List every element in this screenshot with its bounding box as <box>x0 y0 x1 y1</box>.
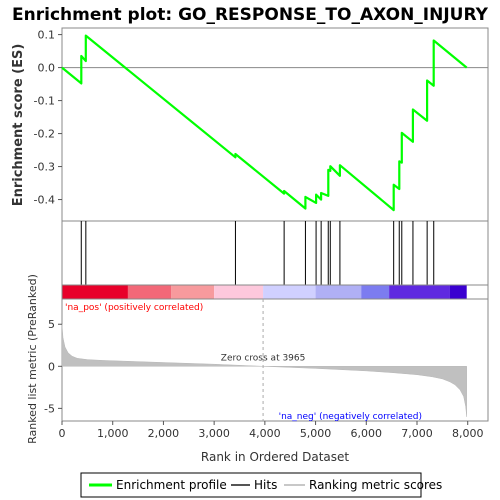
legend: Enrichment profile Hits Ranking metric s… <box>80 472 442 498</box>
x-tick-label: 5,000 <box>300 427 332 440</box>
heat-bar-segment <box>127 285 172 299</box>
x-tick-label: 4,000 <box>249 427 281 440</box>
es-y-tick-label: 0.0 <box>38 62 56 75</box>
es-y-tick-label: 0.1 <box>38 29 56 42</box>
heat-bar-segment <box>449 285 467 299</box>
ranked-y-tick-label: 0 <box>48 360 55 373</box>
es-y-axis-label: Enrichment score (ES) <box>11 44 26 207</box>
heat-bar-segment <box>62 285 128 299</box>
legend-enrichment-label: Enrichment profile <box>116 478 227 492</box>
ranked-list-panel: Zero cross at 3965 'na_pos' (positively … <box>26 274 489 444</box>
x-axis: 0 1,000 2,000 3,000 4,000 5,000 6,000 7,000 8,00… <box>59 421 484 440</box>
es-y-tick-label: -0.2 <box>34 128 55 141</box>
x-tick-label: 7,000 <box>401 427 433 440</box>
ranked-panel-frame <box>61 298 489 422</box>
es-panel-frame <box>61 27 489 222</box>
ranked-y-tick-label: 5 <box>48 318 55 331</box>
enrichment-profile-line <box>61 34 468 212</box>
zero-cross-label: Zero cross at 3965 <box>221 353 306 363</box>
x-tick-label: 3,000 <box>198 427 230 440</box>
chart-title: Enrichment plot: GO_RESPONSE_TO_AXON_INJ… <box>12 5 489 25</box>
hits-panel-frame <box>61 220 489 286</box>
x-tick-label: 0 <box>59 427 66 440</box>
hits-panel <box>61 220 489 286</box>
heat-bar-segment <box>389 285 450 299</box>
legend-metric-label: Ranking metric scores <box>309 478 442 492</box>
es-y-tick-label: -0.3 <box>34 161 55 174</box>
heat-bar-segment <box>263 285 316 299</box>
heat-bar-segment <box>214 285 264 299</box>
legend-hits-label: Hits <box>254 478 277 492</box>
ranking-heat-bar <box>61 284 489 300</box>
es-y-tick-label: -0.4 <box>34 194 55 207</box>
es-panel: 0.1 0.0 -0.1 -0.2 -0.3 -0.4 Enrichment score … <box>11 27 489 222</box>
x-tick-label: 1,000 <box>97 427 129 440</box>
x-tick-label: 6,000 <box>351 427 383 440</box>
ranked-y-tick-label: -5 <box>44 402 55 415</box>
heat-bar-segment <box>171 285 215 299</box>
x-tick-label: 2,000 <box>148 427 180 440</box>
ranking-metric-area <box>61 324 467 417</box>
positive-correlation-label: 'na_pos' (positively correlated) <box>65 303 203 313</box>
es-y-tick-label: -0.1 <box>34 95 55 108</box>
x-tick-label: 8,000 <box>452 427 484 440</box>
x-axis-label: Rank in Ordered Dataset <box>201 450 349 464</box>
negative-correlation-label: 'na_neg' (negatively correlated) <box>279 412 422 422</box>
ranked-y-axis-label: Ranked list metric (PreRanked) <box>26 274 39 444</box>
heat-bar-segment <box>315 285 362 299</box>
heat-bar-segment <box>361 285 390 299</box>
legend-box <box>80 472 422 498</box>
